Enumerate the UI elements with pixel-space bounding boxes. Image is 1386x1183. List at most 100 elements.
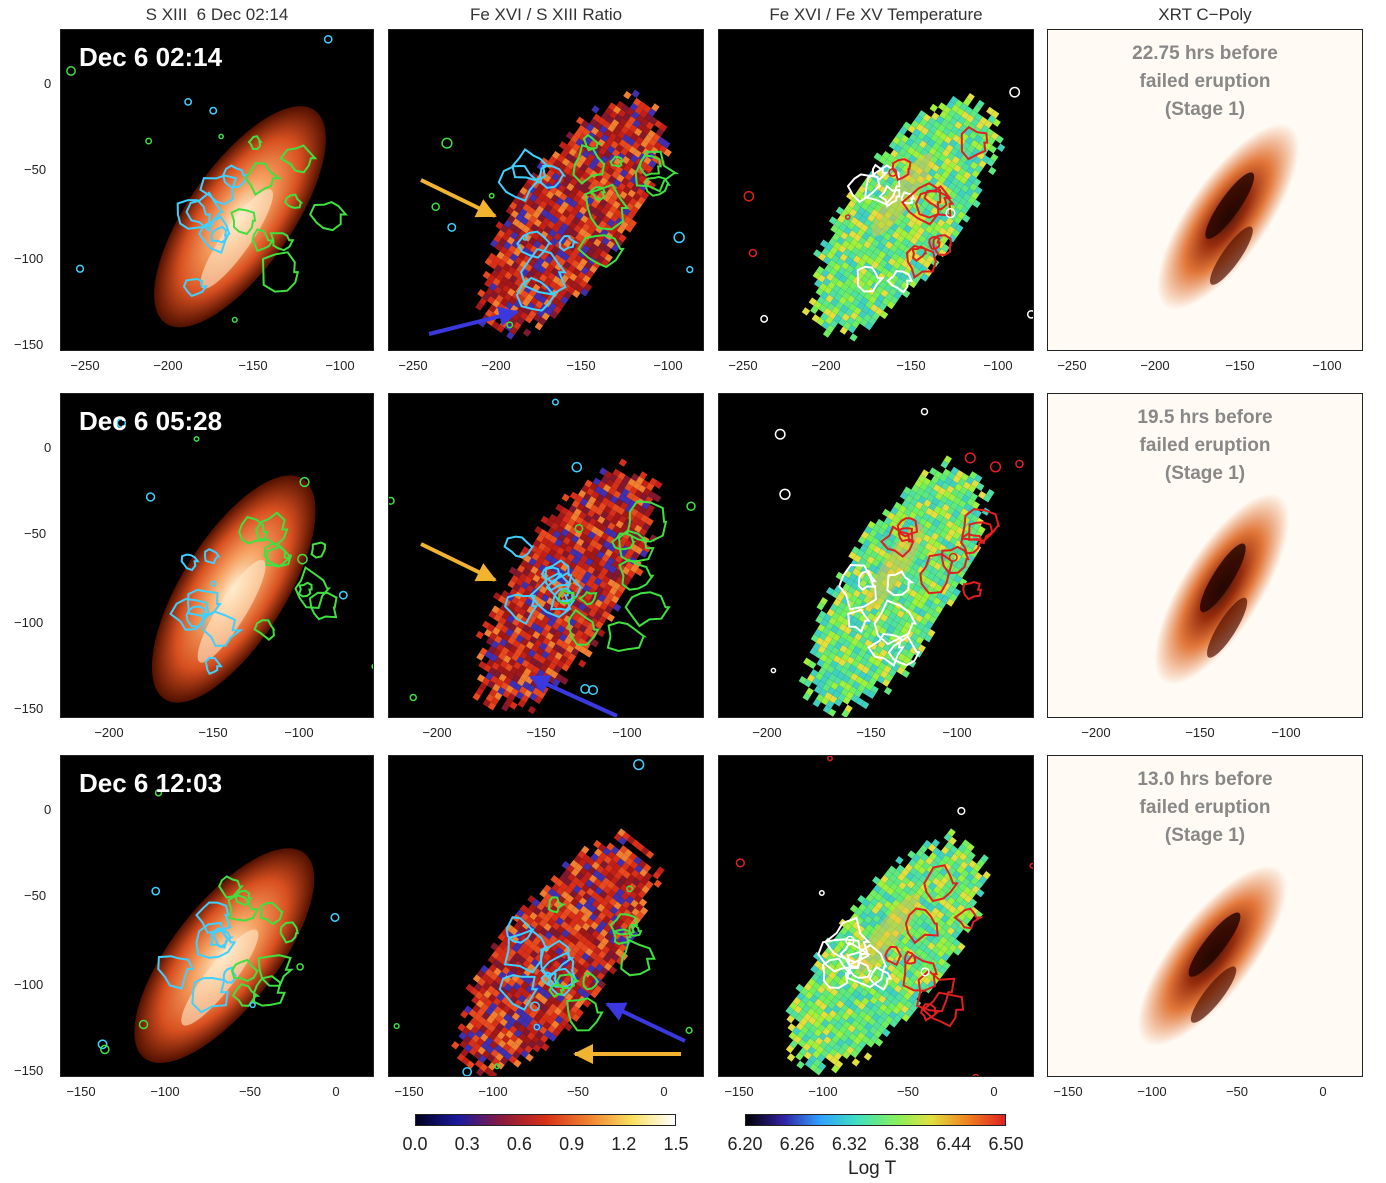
x-tick-label: −150 [724, 1084, 754, 1099]
stray-contour [770, 667, 777, 674]
cyan-contour [210, 225, 228, 244]
cyan-contour [516, 230, 553, 259]
y-tick-label: −100 [14, 251, 44, 266]
stray-contour [145, 137, 153, 145]
y-tick-label: 0 [44, 440, 52, 455]
panel-xrt-row-3: 13.0 hrs before failed eruption (Stage 1) [1047, 755, 1363, 1077]
x-tick-label: −150 [394, 1084, 424, 1099]
stray-contour [210, 580, 217, 587]
stray-contour [760, 314, 769, 323]
red-contour [905, 244, 938, 280]
cyan-contour [185, 191, 225, 233]
x-tick-label: −100 [284, 725, 314, 740]
green-contour [555, 973, 581, 990]
stray-contour [686, 266, 694, 274]
green-contour [247, 135, 263, 150]
cyan-contour [176, 199, 211, 230]
temperature-hot-region [855, 893, 920, 974]
stray-contour [818, 889, 825, 896]
cyan-contour [545, 571, 584, 603]
stray-contour [779, 488, 791, 500]
stray-contour [844, 214, 851, 220]
stray-contour [296, 963, 304, 971]
panel-temperature-row-1 [718, 29, 1034, 351]
stray-contour [686, 501, 696, 511]
row-date-label: Dec 6 02:14 [79, 42, 223, 72]
x-tick-label: −100 [808, 1084, 838, 1099]
red-contour [923, 184, 952, 211]
green-contour [626, 500, 668, 543]
stray-contour [323, 34, 333, 44]
green-contour [284, 193, 304, 209]
white-contour [857, 570, 878, 591]
xrt-annotation-line: failed eruption [1139, 71, 1271, 92]
x-tick-label: −150 [526, 725, 556, 740]
green-contour [557, 588, 578, 605]
x-tick-label: −150 [1053, 1084, 1083, 1099]
stray-contour [75, 264, 85, 273]
green-contour [547, 896, 567, 914]
red-contour [902, 953, 938, 992]
stray-contour [409, 693, 417, 702]
stray-contour [748, 248, 758, 258]
panel-sxiii-row-1: Dec 6 02:14 [60, 29, 374, 351]
red-contour [879, 525, 915, 558]
green-contour [269, 232, 295, 252]
temperature-colorbar [745, 1114, 1006, 1126]
y-tick-label: −150 [14, 701, 44, 716]
stray-contour [193, 435, 200, 442]
cyan-contour [169, 597, 210, 631]
red-contour [960, 125, 989, 161]
white-contour [872, 163, 889, 181]
stray-contour [297, 553, 308, 565]
cyan-contour [515, 276, 557, 312]
red-contour [919, 553, 954, 595]
cyan-contour [505, 916, 535, 944]
green-contour [234, 889, 253, 907]
green-contour [265, 545, 293, 568]
stray-contour [964, 452, 976, 464]
stray-contour [184, 97, 193, 106]
stray-contour [1029, 862, 1033, 869]
panel-temperature-row-3 [718, 755, 1034, 1077]
column-title-xrt: XRT C−Poly [1158, 5, 1252, 24]
stray-contour [494, 1063, 501, 1070]
panel-ratio-row-1 [388, 29, 704, 351]
stray-contour [389, 496, 395, 505]
red-contour [932, 234, 952, 257]
stray-contour [1026, 309, 1033, 319]
white-contour [838, 563, 877, 611]
cyan-contour [549, 587, 576, 612]
cyan-contour [203, 548, 221, 565]
x-tick-label: 0 [660, 1084, 668, 1099]
green-contour [578, 590, 598, 606]
x-tick-label: 0 [1319, 1084, 1327, 1099]
temperature-hot-region [866, 523, 924, 610]
stray-contour [441, 137, 453, 149]
white-contour [821, 957, 852, 989]
panel-sxiii-row-3: Dec 6 12:03 [60, 755, 374, 1077]
green-contour [227, 894, 259, 922]
stray-contour [580, 684, 591, 694]
stray-contour [888, 167, 898, 177]
red-contour [962, 581, 983, 601]
x-tick-label: −50 [238, 1084, 262, 1099]
y-tick-label: −50 [24, 526, 47, 541]
y-tick-label: −50 [24, 888, 47, 903]
x-tick-label: −100 [325, 358, 355, 373]
stray-contour [626, 885, 634, 893]
stray-contour [735, 858, 745, 868]
yellow-arrow [420, 178, 497, 218]
stray-contour [685, 1026, 693, 1034]
stray-contour [587, 685, 599, 696]
ratio-colorbar-tick: 1.5 [663, 1134, 689, 1154]
red-contour [915, 969, 956, 1013]
stray-contour [972, 1073, 980, 1076]
white-contour [868, 965, 893, 991]
y-tick-label: −100 [14, 615, 44, 630]
stray-contour [145, 492, 156, 502]
green-contour [279, 144, 318, 174]
green-contour [253, 619, 276, 641]
red-contour [911, 245, 927, 263]
blue-arrow [529, 675, 618, 717]
